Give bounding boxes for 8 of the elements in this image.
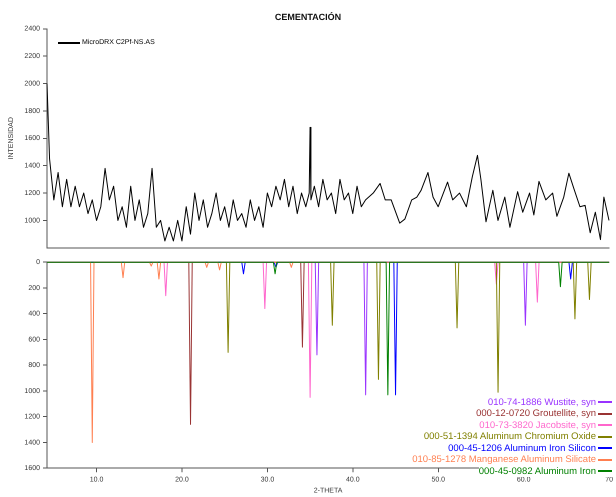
legend-label: 000-45-1206 Aluminum Iron Silicon <box>448 442 596 454</box>
legend-label: 010-85-1278 Manganese Aluminum Silicate <box>412 454 596 466</box>
legend-label: 000-51-1394 Aluminum Chromium Oxide <box>424 431 596 442</box>
chart-title: CEMENTACIÓN <box>274 12 342 22</box>
legend-label: 000-12-0720 Groutellite, syn <box>476 408 596 420</box>
legend-label: 010-73-3820 Jacobsite, syn <box>479 420 596 431</box>
legend-label: 000-45-0982 Aluminum Iron <box>478 466 596 477</box>
legend-label: 010-74-1886 Wustite, syn <box>488 396 596 408</box>
